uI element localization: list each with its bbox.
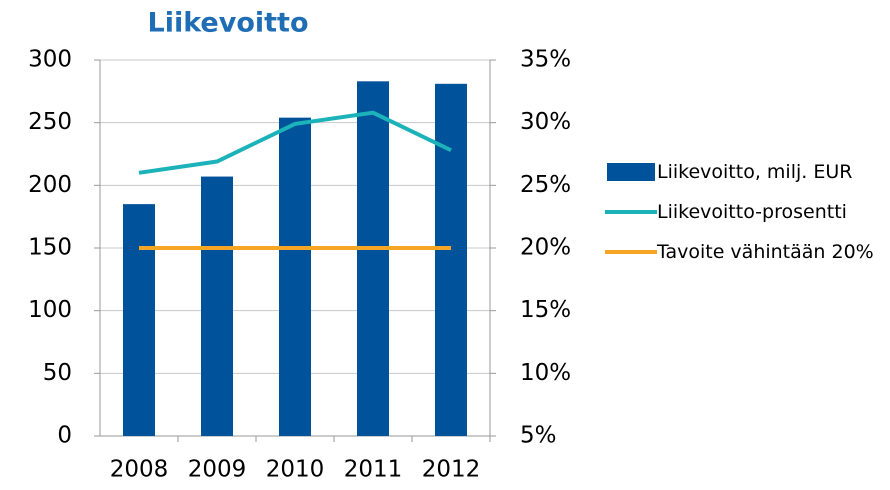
x-tick-label: 2008	[110, 457, 169, 483]
legend-key	[605, 160, 657, 182]
bar	[279, 117, 311, 437]
legend: Liikevoitto, milj. EUR Liikevoitto-prosen…	[605, 160, 890, 280]
legend-key	[605, 200, 657, 222]
y-tick-label: 300	[28, 47, 72, 73]
y-tick-label: 250	[28, 109, 72, 135]
y-tick-label: 100	[28, 297, 72, 323]
x-tick-label: 2012	[422, 457, 481, 483]
line	[138, 110, 452, 175]
y2-tick-label: 25%	[520, 172, 571, 198]
y-tick-label: 0	[57, 423, 72, 449]
y2-tick-label: 15%	[520, 297, 571, 323]
x-tick-label: 2011	[344, 457, 403, 483]
legend-label: Liikevoitto, milj. EUR	[657, 161, 853, 183]
legend-label: Liikevoitto-prosentti	[657, 201, 847, 223]
x-tick-label: 2009	[188, 457, 247, 483]
bar	[123, 204, 155, 436]
y2-tick-label: 5%	[520, 423, 557, 449]
chart-title: Liikevoitto	[147, 8, 308, 39]
x-tick-label: 2010	[266, 457, 325, 483]
y2-tick-label: 10%	[520, 360, 571, 386]
y2-tick-label: 35%	[520, 47, 571, 73]
y-tick-label: 50	[43, 360, 72, 386]
bar	[357, 81, 389, 436]
legend-label: Tavoite vähintään 20%	[657, 241, 874, 263]
legend-item: Liikevoitto, milj. EUR	[605, 160, 890, 184]
bar	[201, 176, 233, 436]
legend-key	[605, 240, 657, 262]
y2-tick-label: 20%	[520, 235, 571, 261]
legend-item: Tavoite vähintään 20%	[605, 240, 890, 264]
y2-tick-label: 30%	[520, 109, 571, 135]
legend-item: Liikevoitto-prosentti	[605, 200, 890, 224]
y-tick-label: 150	[28, 235, 72, 261]
y-tick-label: 200	[28, 172, 72, 198]
bar	[435, 83, 467, 437]
